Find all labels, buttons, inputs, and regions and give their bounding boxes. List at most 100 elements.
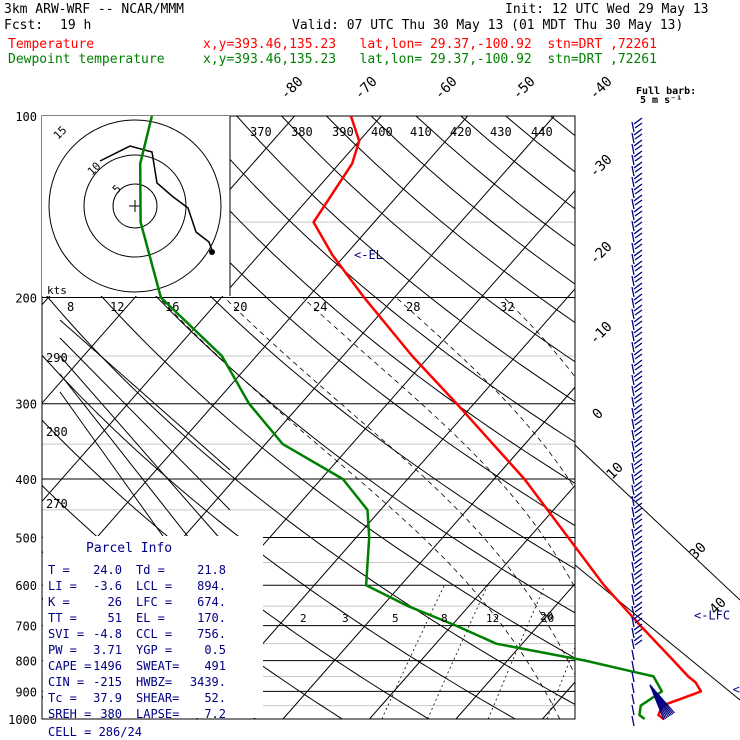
wind-barb-flag xyxy=(633,183,643,191)
temperature-legend-info: x,y=393.46,135.23 lat,lon= 29.37,-100.92… xyxy=(203,37,657,52)
parcel-info-box: Parcel Info T = 24.0 Td = 21.8 LI = -3.6 LCL = 8… xyxy=(43,536,263,739)
wind-barb-flag xyxy=(634,155,643,162)
wind-barb-staff xyxy=(631,561,635,573)
init-time: Init: 12 UTC Wed 29 May 13 xyxy=(505,2,709,17)
wind-barb xyxy=(631,502,643,518)
mixing-ratio-label: 2 xyxy=(300,612,307,625)
wind-barb-staff xyxy=(631,297,635,309)
parcel-info-label: YGP = xyxy=(136,643,172,657)
wind-barb-flag xyxy=(633,513,643,521)
wind-barb-staff xyxy=(631,176,635,188)
isotherm xyxy=(42,116,382,503)
wind-barb-flag xyxy=(633,337,643,345)
wind-barb-staff xyxy=(631,539,635,551)
wind-barb xyxy=(631,161,643,177)
wind-barb-staff xyxy=(631,319,635,331)
parcel-info-label: Tc = xyxy=(48,691,77,705)
parcel-info-value: 24.0 xyxy=(93,563,122,577)
wind-barb-flag xyxy=(633,216,643,224)
wind-barb xyxy=(631,660,635,672)
dry-adiabat xyxy=(42,158,575,614)
isotherm xyxy=(369,484,575,719)
mixing-ratio-line xyxy=(427,585,489,719)
wind-barb-staff xyxy=(631,264,635,276)
hodograph-trace xyxy=(99,145,214,254)
wind-barb-flag xyxy=(633,293,643,301)
wind-barb-staff xyxy=(631,187,635,199)
hodograph-speed-tick: 12 xyxy=(110,300,124,314)
wind-barb-flag xyxy=(633,172,643,180)
hodograph-speed-axis-label: kts xyxy=(47,284,67,297)
wind-barb xyxy=(631,304,643,320)
wind-barb-staff xyxy=(631,275,635,287)
wind-barb-flag xyxy=(634,430,643,437)
wind-barb-flag xyxy=(633,414,643,422)
wind-barb-staff xyxy=(631,286,635,298)
hodograph-speed-tick: 8 xyxy=(67,300,74,314)
dry-adiabat xyxy=(730,116,740,719)
wind-barb xyxy=(631,535,643,551)
wind-barb-flag xyxy=(634,298,643,305)
pressure-tick-label: 700 xyxy=(15,620,37,634)
parcel-info-value: 491 xyxy=(204,659,226,673)
wind-barb xyxy=(631,172,643,188)
dry-adiabat xyxy=(146,116,575,484)
wind-barb-staff xyxy=(631,374,635,386)
wind-barb xyxy=(631,458,643,474)
wind-barb xyxy=(631,150,643,166)
dry-adiabat xyxy=(59,319,231,471)
parcel-info-value: 0.5 xyxy=(204,643,226,657)
wind-barb-flag xyxy=(634,188,643,195)
wind-barb-staff xyxy=(631,627,635,639)
wind-barb-flag xyxy=(634,408,643,415)
dry-adiabat xyxy=(42,224,575,659)
wind-barb xyxy=(631,601,643,617)
parcel-info-label: LFC = xyxy=(136,595,172,609)
wind-barb-flag xyxy=(633,458,643,466)
isotherm-label: -50 xyxy=(510,74,539,103)
parcel-info-label: LI = xyxy=(48,579,77,593)
wind-barb-staff xyxy=(631,616,635,628)
isotherm-label: 30 xyxy=(687,540,710,563)
wind-barb xyxy=(631,414,643,430)
wind-barb-flag xyxy=(633,546,643,554)
wind-barb-staff xyxy=(631,242,635,254)
parcel-info-label: PW = xyxy=(48,643,77,657)
isotherm xyxy=(196,288,575,719)
wind-barb-flag xyxy=(634,386,643,393)
wind-barb xyxy=(631,480,643,496)
wind-barb-staff xyxy=(631,517,635,529)
wind-barb xyxy=(631,139,643,155)
wind-barb-flag xyxy=(633,436,643,444)
wind-barb-flag xyxy=(633,392,643,400)
wind-barb-flag xyxy=(634,210,643,217)
wind-barb xyxy=(631,238,643,254)
wind-barb-low xyxy=(649,684,675,714)
parcel-info-cell: CELL = 286/24 xyxy=(48,725,142,739)
theta-label: 280 xyxy=(46,425,68,439)
wind-barb-flag xyxy=(633,502,643,510)
wind-barb-staff xyxy=(631,363,635,375)
wind-barb xyxy=(631,227,643,243)
dewpoint-legend-info: x,y=393.46,135.23 lat,lon= 29.37,-100.92… xyxy=(203,52,657,67)
wind-barb-flag xyxy=(633,623,643,631)
wind-barb-flag xyxy=(634,441,643,448)
parcel-info-label: EL = xyxy=(136,611,165,625)
parcel-info-label: TT = xyxy=(48,611,77,625)
parcel-info-label: SVI = xyxy=(48,627,84,641)
wind-barb-flag xyxy=(634,496,643,503)
pressure-tick-label: 800 xyxy=(15,655,37,669)
parcel-info-title: Parcel Info xyxy=(86,541,172,556)
parcel-info-value: -3.6 xyxy=(93,579,122,593)
wind-barb-staff xyxy=(631,506,635,518)
wind-barb xyxy=(631,216,643,232)
parcel-info-value: 51 xyxy=(108,611,122,625)
wind-barb xyxy=(631,315,643,331)
model-title: 3km ARW-WRF -- NCAR/MMM xyxy=(4,2,185,17)
wind-barb xyxy=(631,260,643,276)
pressure-tick-label: 900 xyxy=(15,685,37,699)
wind-barb-flag xyxy=(634,309,643,316)
wind-barb-flag xyxy=(633,579,643,587)
wind-barb-flag xyxy=(634,177,643,184)
wind-barb xyxy=(631,491,643,507)
